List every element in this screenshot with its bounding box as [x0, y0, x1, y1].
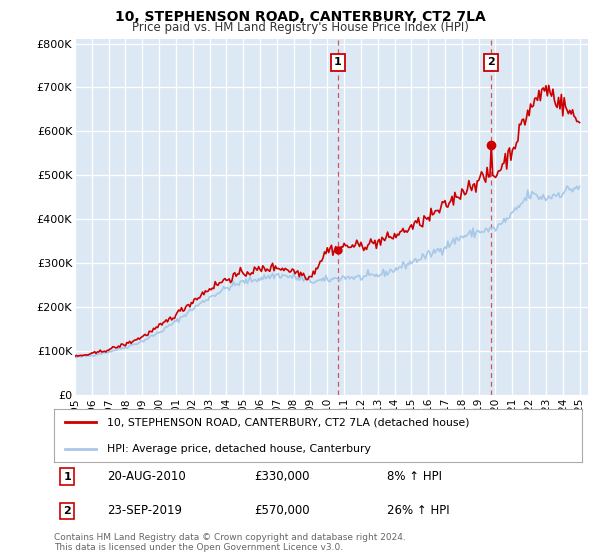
Text: 8% ↑ HPI: 8% ↑ HPI: [386, 470, 442, 483]
Text: 2: 2: [64, 506, 71, 516]
Text: 10, STEPHENSON ROAD, CANTERBURY, CT2 7LA (detached house): 10, STEPHENSON ROAD, CANTERBURY, CT2 7LA…: [107, 417, 469, 427]
Text: 1: 1: [334, 57, 342, 67]
Text: 2: 2: [487, 57, 495, 67]
Text: This data is licensed under the Open Government Licence v3.0.: This data is licensed under the Open Gov…: [54, 543, 343, 552]
Text: 20-AUG-2010: 20-AUG-2010: [107, 470, 185, 483]
Text: Contains HM Land Registry data © Crown copyright and database right 2024.: Contains HM Land Registry data © Crown c…: [54, 533, 406, 542]
Text: 10, STEPHENSON ROAD, CANTERBURY, CT2 7LA: 10, STEPHENSON ROAD, CANTERBURY, CT2 7LA: [115, 10, 485, 24]
Text: 23-SEP-2019: 23-SEP-2019: [107, 504, 182, 517]
Text: 1: 1: [64, 472, 71, 482]
Text: HPI: Average price, detached house, Canterbury: HPI: Average price, detached house, Cant…: [107, 444, 371, 454]
Text: £330,000: £330,000: [254, 470, 310, 483]
Text: £570,000: £570,000: [254, 504, 310, 517]
Text: Price paid vs. HM Land Registry's House Price Index (HPI): Price paid vs. HM Land Registry's House …: [131, 21, 469, 34]
Text: 26% ↑ HPI: 26% ↑ HPI: [386, 504, 449, 517]
